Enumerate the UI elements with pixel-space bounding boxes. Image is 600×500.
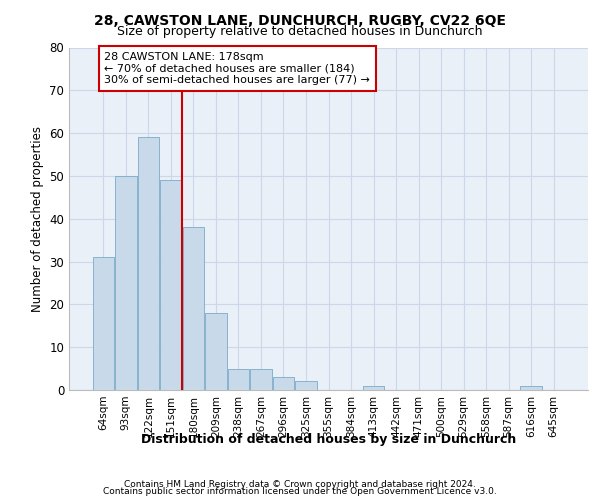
Text: Distribution of detached houses by size in Dunchurch: Distribution of detached houses by size … <box>141 432 517 446</box>
Bar <box>92 258 114 390</box>
Bar <box>295 382 317 390</box>
Y-axis label: Number of detached properties: Number of detached properties <box>31 126 44 312</box>
Bar <box>182 228 204 390</box>
Bar <box>137 138 159 390</box>
Text: Contains HM Land Registry data © Crown copyright and database right 2024.: Contains HM Land Registry data © Crown c… <box>124 480 476 489</box>
Bar <box>115 176 137 390</box>
Text: Size of property relative to detached houses in Dunchurch: Size of property relative to detached ho… <box>117 25 483 38</box>
Bar <box>228 368 249 390</box>
Bar <box>363 386 384 390</box>
Bar <box>205 313 227 390</box>
Bar <box>160 180 182 390</box>
Bar <box>520 386 542 390</box>
Text: 28 CAWSTON LANE: 178sqm
← 70% of detached houses are smaller (184)
30% of semi-d: 28 CAWSTON LANE: 178sqm ← 70% of detache… <box>104 52 370 85</box>
Bar <box>273 377 294 390</box>
Text: Contains public sector information licensed under the Open Government Licence v3: Contains public sector information licen… <box>103 488 497 496</box>
Bar <box>250 368 272 390</box>
Text: 28, CAWSTON LANE, DUNCHURCH, RUGBY, CV22 6QE: 28, CAWSTON LANE, DUNCHURCH, RUGBY, CV22… <box>94 14 506 28</box>
